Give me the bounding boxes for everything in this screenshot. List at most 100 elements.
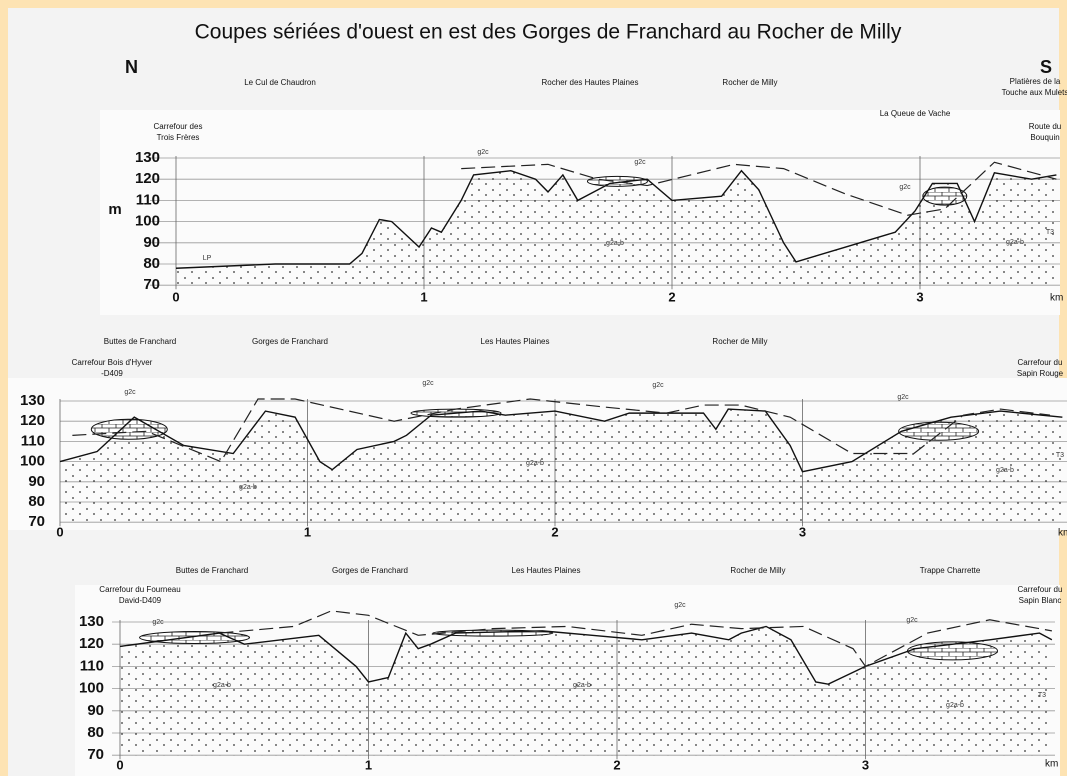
site-label: Rocher de Milly (722, 78, 777, 87)
site-label: Buttes de Franchard (176, 566, 248, 575)
y-tick-label: 80 (87, 724, 104, 741)
y-tick-label: 130 (135, 149, 160, 166)
y-tick-label: 80 (143, 255, 160, 272)
x-tick-label: 2 (613, 757, 620, 772)
y-tick-label: 70 (28, 513, 45, 530)
y-tick-label: 110 (136, 191, 160, 208)
x-tick-label: 3 (799, 524, 806, 539)
site-label: Carrefour du (1018, 585, 1063, 594)
y-tick-label: 120 (135, 170, 160, 187)
site-label: Carrefour du Fourneau (99, 585, 180, 594)
ground-profile (119, 625, 1053, 685)
x-tick-label: 2 (551, 524, 558, 539)
geology-label: g2a-b (996, 467, 1014, 474)
site-label: Carrefour Bois d'Hyver (72, 358, 153, 367)
x-unit: km (1058, 528, 1067, 539)
ground-area (120, 626, 1052, 756)
site-label: Les Hautes Plaines (512, 566, 581, 575)
site-label: Gorges de Franchard (252, 337, 328, 346)
y-tick-label: 80 (28, 493, 45, 510)
y-tick-label: 90 (28, 473, 45, 490)
site-label: Gorges de Franchard (332, 566, 408, 575)
y-tick-label: 130 (79, 613, 104, 630)
x-tick-label: 2 (668, 289, 675, 304)
x-tick-label: 3 (862, 757, 869, 772)
geology-label: LP (203, 255, 212, 262)
y-tick-label: 100 (135, 213, 160, 230)
former-surface (72, 398, 1051, 463)
geology-label: g2a-b (526, 460, 544, 467)
geology-label: g2a-b (213, 682, 231, 689)
y-tick-label: 70 (143, 276, 160, 293)
site-label: Sapin Rouge (1017, 369, 1064, 378)
limestone-lens (922, 186, 968, 206)
site-label: Carrefour du (1018, 358, 1063, 367)
geology-label: g2c (899, 184, 911, 191)
y-tick-label: 100 (79, 680, 104, 697)
site-label: David-D409 (119, 596, 162, 605)
ground-profile (175, 169, 1057, 269)
site-label: -D409 (101, 369, 123, 378)
title: Coupes sériées d'ouest en est des Gorges… (195, 21, 902, 44)
north: N (125, 57, 138, 77)
geology-label: g2c (124, 389, 136, 396)
south: S (1040, 57, 1052, 77)
geology-label: g2a-b (946, 702, 964, 709)
site-label: Carrefour des (154, 122, 203, 131)
y-tick-label: 110 (80, 657, 104, 674)
geology-label: T3 (1056, 452, 1064, 459)
x-unit: km (1050, 293, 1063, 304)
ground-profile (59, 408, 1063, 473)
x-tick-label: 1 (304, 524, 311, 539)
x-tick-label: 0 (56, 524, 63, 539)
y-tick-label: 120 (20, 412, 45, 429)
site-label: La Queue de Vache (880, 109, 951, 118)
site-label: Route du (1029, 122, 1061, 131)
site-label: Sapin Blanc (1019, 596, 1062, 605)
x-tick-label: 1 (365, 757, 372, 772)
geology-label: g2a-b (606, 240, 624, 247)
geology-label: T3 (1046, 229, 1054, 236)
former-surface (461, 161, 1057, 216)
site-label: Trappe Charrette (920, 566, 981, 575)
site-label: Rocher des Hautes Plaines (542, 78, 639, 87)
limestone-lens (90, 418, 168, 440)
geology-label: g2c (634, 159, 646, 166)
geology-label: g2a-b (1006, 239, 1024, 246)
y-tick-label: 90 (87, 702, 104, 719)
y-tick-label: 130 (20, 392, 45, 409)
x-tick-label: 3 (916, 289, 923, 304)
y-tick-label: 120 (79, 635, 104, 652)
geology-label: g2c (674, 602, 686, 609)
limestone-lens (586, 175, 648, 187)
ground-area (176, 170, 1057, 286)
ground-area (60, 409, 1063, 523)
site-label: Le Cul de Chaudron (244, 78, 316, 87)
geology-label: g2c (152, 619, 164, 626)
site-label: Platières de la (1010, 77, 1061, 86)
limestone-lens (898, 421, 980, 441)
y-tick-label: 90 (143, 234, 160, 251)
x-unit: km (1045, 759, 1058, 770)
site-label: Touche aux Mulets (1002, 88, 1067, 97)
y-tick-label: 100 (20, 453, 45, 470)
y-unit: m (108, 201, 121, 218)
site-label: Bouquin (1030, 133, 1059, 142)
geology-label: g2c (477, 149, 489, 156)
x-tick-label: 0 (172, 289, 179, 304)
y-tick-label: 110 (21, 432, 45, 449)
site-label: Trois Frères (157, 133, 200, 142)
geology-label: g2c (906, 617, 918, 624)
geology-label: g2c (897, 394, 909, 401)
geology-label: g2c (422, 380, 434, 387)
geology-label: g2a-b (573, 682, 591, 689)
former-surface (219, 610, 1052, 668)
site-label: Les Hautes Plaines (481, 337, 550, 346)
geology-label: g2c (652, 382, 664, 389)
site-label: Buttes de Franchard (104, 337, 176, 346)
x-tick-label: 1 (420, 289, 427, 304)
geology-label: g2a-b (239, 484, 257, 491)
y-tick-label: 70 (87, 746, 104, 763)
geology-label: T3 (1038, 692, 1046, 699)
site-label: Rocher de Milly (712, 337, 767, 346)
